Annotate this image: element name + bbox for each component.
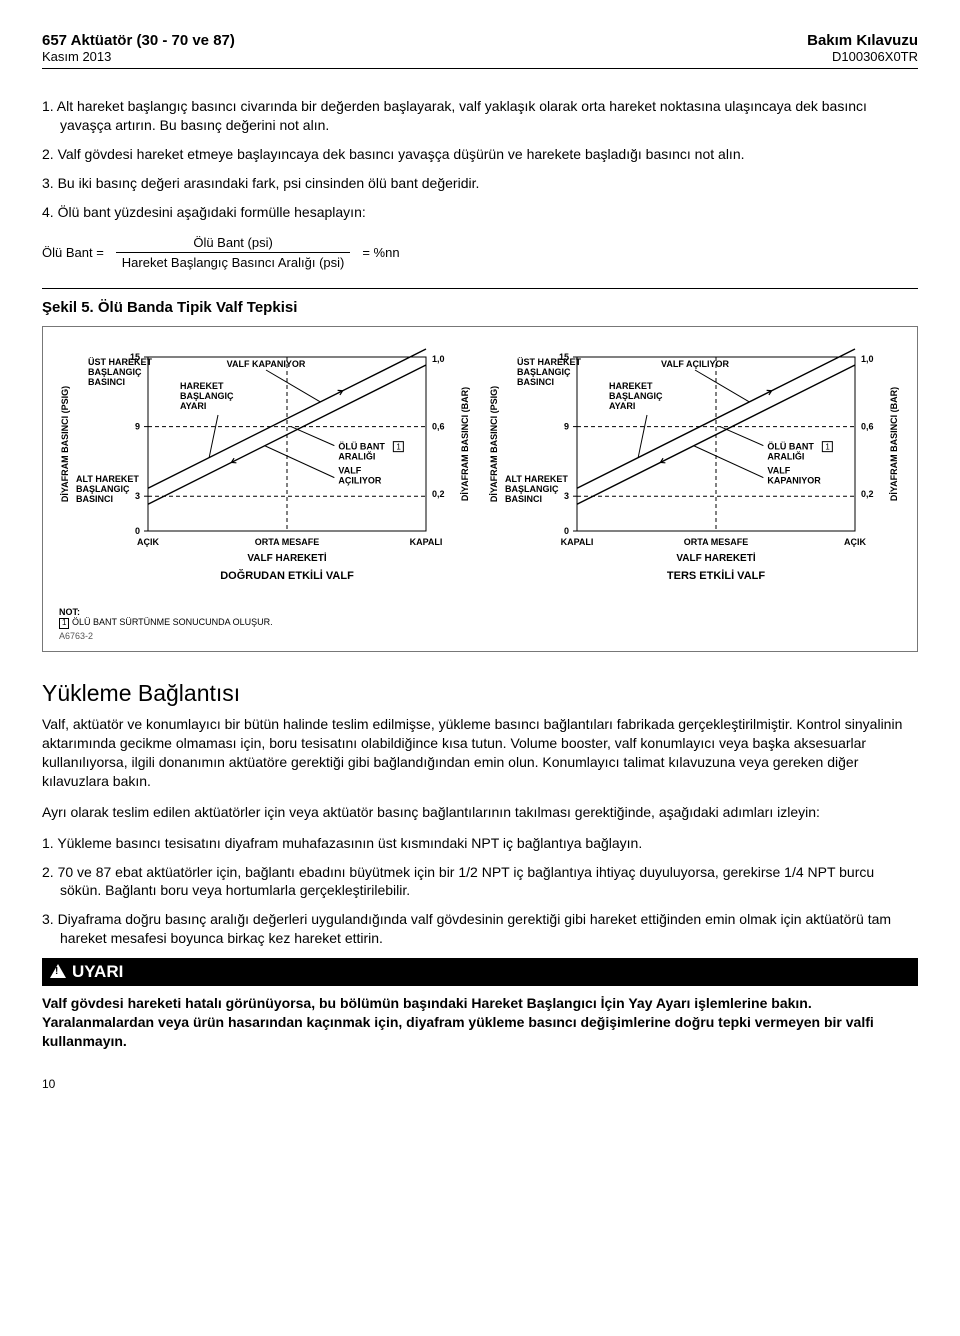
svg-text:0,2: 0,2 [861, 490, 874, 500]
svg-text:AÇILIYOR: AÇILIYOR [338, 476, 382, 486]
figure-note: NOT: 1 ÖLÜ BANT SÜRTÜNME SONUCUNDA OLUŞU… [53, 607, 907, 629]
svg-text:1,0: 1,0 [861, 355, 874, 365]
svg-text:BAŞLANGIÇ: BAŞLANGIÇ [505, 485, 559, 495]
svg-text:KAPALI: KAPALI [409, 537, 442, 547]
step-1: 1. Alt hareket başlangıç basıncı civarın… [42, 97, 918, 135]
svg-text:3: 3 [563, 492, 568, 502]
step-4: 4. Ölü bant yüzdesini aşağıdaki formülle… [42, 203, 918, 222]
svg-text:BASINCI: BASINCI [88, 377, 125, 387]
svg-text:9: 9 [563, 422, 568, 432]
formula-numerator: Ölü Bant (psi) [187, 235, 278, 252]
section-step-2: 2. 70 ve 87 ebat aktüatörler için, bağla… [42, 863, 918, 901]
svg-text:0: 0 [134, 526, 139, 536]
svg-text:VALF KAPANIYOR: VALF KAPANIYOR [226, 359, 305, 369]
step-2: 2. Valf gövdesi hareket etmeye başlayınc… [42, 145, 918, 164]
svg-text:HAREKET: HAREKET [180, 381, 224, 391]
svg-text:KAPALI: KAPALI [560, 537, 593, 547]
warning-label: UYARI [72, 962, 123, 981]
warning-bar: UYARI [42, 958, 918, 986]
svg-text:BAŞLANGIÇ: BAŞLANGIÇ [180, 391, 234, 401]
header-right-sub: D100306X0TR [807, 49, 918, 64]
figure-title: Şekil 5. Ölü Banda Tipik Valf Tepkisi [42, 288, 918, 316]
section-step-1: 1. Yükleme basıncı tesisatını diyafram m… [42, 834, 918, 853]
svg-text:AYARI: AYARI [609, 401, 635, 411]
svg-text:BAŞLANGIÇ: BAŞLANGIÇ [76, 485, 130, 495]
svg-text:VALF: VALF [338, 466, 361, 476]
svg-text:DİYAFRAM BASINCI (BAR): DİYAFRAM BASINCI (BAR) [889, 387, 899, 501]
svg-text:VALF HAREKETİ: VALF HAREKETİ [676, 551, 755, 564]
section-p2: Ayrı olarak teslim edilen aktüatörler iç… [42, 803, 918, 822]
svg-text:DİYAFRAM BASINCI (PSIG): DİYAFRAM BASINCI (PSIG) [489, 386, 499, 502]
svg-text:ÜST HAREKET: ÜST HAREKET [88, 357, 153, 367]
svg-text:DİYAFRAM BASINCI (PSIG): DİYAFRAM BASINCI (PSIG) [60, 386, 70, 502]
page-number: 10 [42, 1077, 918, 1091]
svg-text:ARALIĞI: ARALIĞI [338, 451, 375, 462]
section-step-3: 3. Diyaframa doğru basınç aralığı değerl… [42, 910, 918, 948]
svg-text:BAŞLANGIÇ: BAŞLANGIÇ [609, 391, 663, 401]
svg-text:VALF HAREKETİ: VALF HAREKETİ [247, 551, 326, 564]
warning-body: Valf gövdesi hareketi hatalı görünüyorsa… [42, 986, 918, 1051]
svg-text:ÖLÜ BANT: ÖLÜ BANT [338, 442, 385, 452]
svg-text:1,0: 1,0 [432, 355, 445, 365]
svg-text:BASINCI: BASINCI [505, 495, 542, 505]
chart-right: 159301,00,60,2KAPALIORTA MESAFEAÇIKVALF … [485, 341, 905, 601]
svg-text:VALF AÇILIYOR: VALF AÇILIYOR [661, 359, 729, 369]
svg-text:BASINCI: BASINCI [517, 377, 554, 387]
svg-text:AYARI: AYARI [180, 401, 206, 411]
svg-text:VALF: VALF [767, 466, 790, 476]
section-title: Yükleme Bağlantısı [42, 680, 918, 707]
svg-text:BAŞLANGIÇ: BAŞLANGIÇ [88, 367, 142, 377]
svg-text:HAREKET: HAREKET [609, 381, 653, 391]
svg-text:ÜST HAREKET: ÜST HAREKET [517, 357, 582, 367]
svg-text:BASINCI: BASINCI [76, 495, 113, 505]
svg-text:ORTA MESAFE: ORTA MESAFE [254, 537, 319, 547]
header-right-title: Bakım Kılavuzu [807, 32, 918, 49]
svg-text:ORTA MESAFE: ORTA MESAFE [683, 537, 748, 547]
deadband-formula: Ölü Bant = Ölü Bant (psi) Hareket Başlan… [42, 235, 918, 270]
svg-text:BAŞLANGIÇ: BAŞLANGIÇ [517, 367, 571, 377]
svg-text:9: 9 [134, 422, 139, 432]
chart-left: 159301,00,60,2AÇIKORTA MESAFEKAPALIVALF … [56, 341, 476, 601]
svg-text:0,2: 0,2 [432, 490, 445, 500]
svg-text:ARALIĞI: ARALIĞI [767, 451, 804, 462]
figure-note-text: ÖLÜ BANT SÜRTÜNME SONUCUNDA OLUŞUR. [72, 617, 273, 627]
svg-text:AÇIK: AÇIK [844, 537, 866, 547]
svg-text:KAPANIYOR: KAPANIYOR [767, 476, 821, 486]
svg-text:1: 1 [396, 443, 401, 452]
svg-text:0: 0 [563, 526, 568, 536]
svg-text:0,6: 0,6 [861, 422, 874, 432]
formula-denominator: Hareket Başlangıç Basıncı Aralığı (psi) [116, 252, 351, 270]
header-left-sub: Kasım 2013 [42, 49, 235, 64]
svg-text:0,6: 0,6 [432, 422, 445, 432]
header-left-title: 657 Aktüatör (30 - 70 ve 87) [42, 32, 235, 49]
page-header: 657 Aktüatör (30 - 70 ve 87) Kasım 2013 … [42, 32, 918, 69]
svg-text:ÖLÜ BANT: ÖLÜ BANT [767, 442, 814, 452]
svg-text:AÇIK: AÇIK [137, 537, 159, 547]
svg-text:3: 3 [134, 492, 139, 502]
svg-text:DİYAFRAM BASINCI (BAR): DİYAFRAM BASINCI (BAR) [460, 387, 470, 501]
formula-lhs: Ölü Bant = [42, 245, 104, 260]
svg-text:1: 1 [825, 443, 830, 452]
figure-5-box: 159301,00,60,2AÇIKORTA MESAFEKAPALIVALF … [42, 326, 918, 652]
svg-text:ALT HAREKET: ALT HAREKET [505, 475, 568, 485]
figure-ref: A6763-2 [53, 631, 907, 641]
section-p1: Valf, aktüatör ve konumlayıcı bir bütün … [42, 715, 918, 791]
figure-note-label: NOT: [59, 607, 80, 617]
formula-rhs: = %nn [362, 245, 399, 260]
warning-icon [50, 964, 66, 978]
svg-text:TERS ETKİLİ VALF: TERS ETKİLİ VALF [666, 569, 764, 582]
svg-text:ALT HAREKET: ALT HAREKET [76, 475, 139, 485]
step-3: 3. Bu iki basınç değeri arasındaki fark,… [42, 174, 918, 193]
svg-text:DOĞRUDAN ETKİLİ VALF: DOĞRUDAN ETKİLİ VALF [220, 569, 354, 582]
